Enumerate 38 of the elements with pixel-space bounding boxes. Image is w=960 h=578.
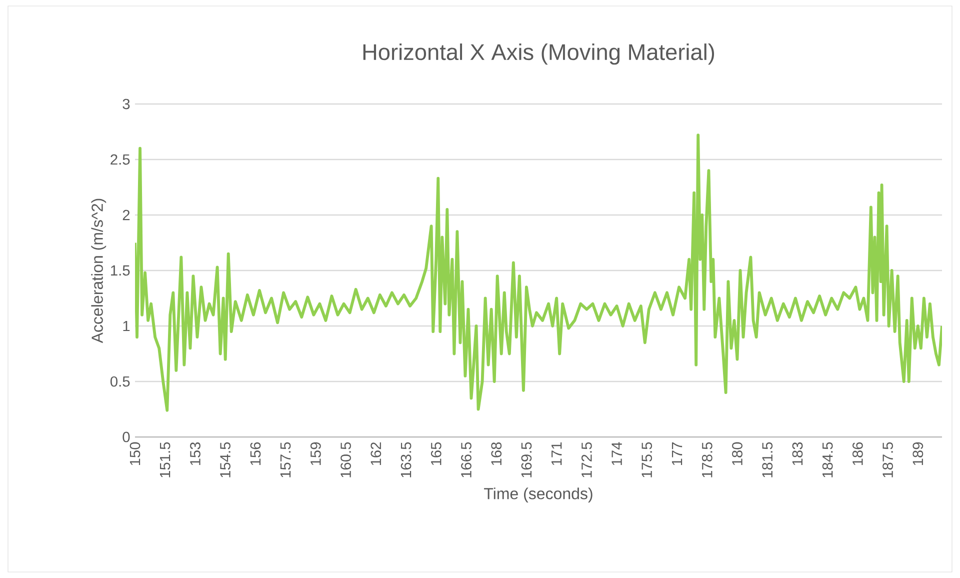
x-tick-label: 153 — [190, 442, 200, 466]
x-tick-label: 177 — [672, 442, 682, 466]
x-tick-label: 172.5 — [582, 442, 592, 478]
x-tick-label: 156 — [250, 442, 261, 466]
x-tick-label: 189 — [912, 442, 924, 466]
y-tick-label: 2.5 — [110, 154, 130, 165]
x-tick-label: 166.5 — [461, 442, 472, 478]
chart-title: Horizontal X Axis (Moving Material) — [363, 44, 714, 65]
x-tick-label: 151.5 — [160, 442, 170, 478]
x-axis-title: Time (seconds) — [484, 488, 592, 502]
x-tick-label: 186 — [852, 442, 863, 466]
x-tick-label: 178.5 — [702, 442, 712, 478]
x-tick-label: 159 — [310, 442, 321, 466]
x-tick-label: 184.5 — [822, 442, 833, 478]
x-tick-label: 162 — [370, 442, 382, 466]
y-tick-label: 1.5 — [111, 265, 130, 276]
y-tick-label: 3 — [122, 98, 130, 110]
x-tick-label: 168 — [491, 442, 502, 466]
x-tick-label: 183 — [792, 442, 803, 466]
y-tick-label: 0 — [122, 432, 130, 442]
x-tick-label: 157.5 — [280, 442, 291, 478]
x-tick-label: 154.5 — [220, 442, 230, 478]
y-tick-label: 0.5 — [110, 376, 130, 387]
x-tick-label: 174 — [612, 442, 622, 466]
x-tick-label: 180 — [732, 442, 742, 466]
x-tick-label: 187.5 — [882, 442, 893, 478]
y-tick-label: 1 — [123, 320, 130, 332]
x-tick-label: 169.5 — [521, 442, 532, 478]
x-tick-label: 165 — [430, 442, 442, 466]
x-tick-label: 171 — [552, 442, 562, 466]
x-tick-label: 160.5 — [340, 442, 351, 478]
y-axis-title: Acceleration (m/s^2) — [91, 198, 106, 344]
y-tick-label: 2 — [122, 210, 130, 220]
x-tick-label: 163.5 — [400, 442, 412, 478]
x-tick-label: 175.5 — [642, 442, 652, 478]
x-tick-label: 150 — [130, 442, 140, 466]
line-series — [135, 134, 942, 412]
x-tick-label: 181.5 — [762, 442, 773, 478]
